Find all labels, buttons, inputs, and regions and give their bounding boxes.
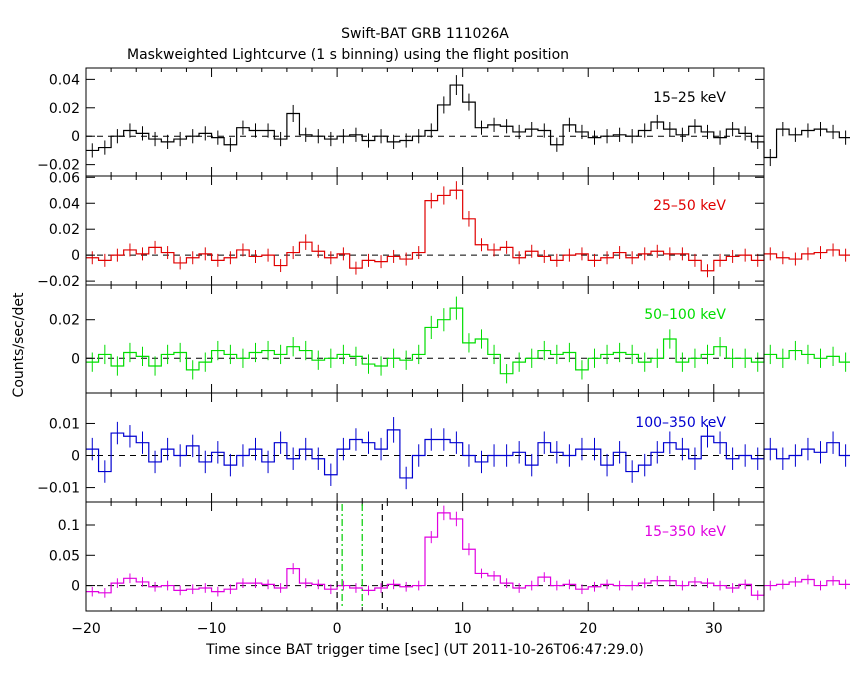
band-label: 50–100 keV [644,307,726,323]
y-tick-label: 0.02 [49,313,80,329]
panel-1: −0.02 0 0.02 0.04 15–25 keV [37,67,850,177]
lightcurve-series-4 [86,429,850,479]
y-tick-label: −0.02 [37,274,80,290]
band-label: 15–25 keV [653,90,726,106]
lightcurve-series-1 [86,84,850,159]
y-tick-label: 0.06 [49,170,80,186]
x-tick-label: −20 [71,621,101,637]
y-tick-label: 0 [71,129,80,145]
y-tick-label: −0.01 [37,481,80,497]
y-tick-label: 0.05 [49,548,80,564]
y-tick-label: 0.1 [58,518,80,534]
lightcurve-series-2 [86,189,850,272]
panel-3: 0 0.02 50–100 keV [49,284,850,394]
x-tick-label: 30 [705,621,723,637]
panel-frame [85,501,765,612]
y-tick-label: 0 [71,579,80,595]
lightcurve-series-5 [86,512,850,596]
x-tick-label: 0 [333,621,342,637]
x-tick-label: −10 [197,621,227,637]
panel-5: 0 0.05 0.1 15–350 keV [49,501,850,612]
panel-4: −0.01 0 0.01 100–350 keV [37,392,850,503]
y-tick-label: −0.02 [37,158,80,174]
chart-title: Swift-BAT GRB 111026A [341,26,509,42]
y-tick-label: 0 [71,248,80,264]
band-label: 15–350 keV [644,524,726,540]
y-tick-label: 0.02 [49,101,80,117]
x-axis-label: Time since BAT trigger time [sec] (UT 20… [205,642,644,658]
panel-2: −0.02 0 0.02 0.04 0.06 25–50 keV [37,170,850,290]
y-tick-label: 0.02 [49,222,80,238]
y-tick-label: 0.01 [49,416,80,432]
y-tick-label: 0.04 [49,196,80,212]
y-tick-label: 0 [71,351,80,367]
band-label: 25–50 keV [653,198,726,214]
y-tick-label: 0 [71,449,80,465]
y-tick-label: 0.04 [49,72,80,88]
chart-subtitle: Maskweighted Lightcurve (1 s binning) us… [127,47,569,63]
x-tick-label: 10 [454,621,472,637]
y-axis-label: Counts/sec/det [11,292,27,397]
x-tick-label: 20 [579,621,597,637]
lightcurve-series-3 [86,307,850,375]
panels-group: −0.02 0 0.02 0.04 15–25 keV −0.02 0 0.02 0.04 0.0… [37,67,850,637]
band-label: 100–350 keV [635,415,726,431]
